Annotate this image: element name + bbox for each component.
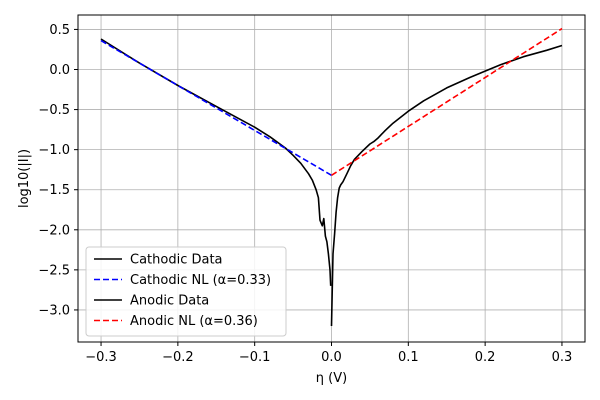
series-line-0 [100, 38, 332, 286]
y-tick-label: −2.0 [38, 223, 70, 238]
y-axis: 0.5 0.0 −0.5 −1.0 −1.5 −2.0 −2.5 −3.0 [38, 23, 78, 318]
x-tick-label: −0.1 [239, 350, 271, 365]
x-tick-label: −0.2 [162, 350, 194, 365]
y-tick-label: −2.5 [38, 263, 70, 278]
legend-label: Anodic NL (α=0.36) [130, 314, 258, 329]
legend: Cathodic Data Cathodic NL (α=0.33) Anodic … [85, 246, 287, 337]
y-tick-label: −1.0 [38, 143, 70, 158]
x-axis: −0.3 −0.2 −0.1 0.0 0.1 0.2 0.3 [85, 342, 572, 365]
x-tick-label: 0.2 [475, 350, 496, 365]
x-tick-label: 0.1 [398, 350, 419, 365]
legend-box [85, 246, 287, 337]
y-tick-label: −1.5 [38, 183, 70, 198]
series-line-3 [331, 27, 563, 176]
grid [78, 15, 585, 342]
legend-label: Anodic Data [130, 294, 209, 309]
x-tick-label: 0.3 [552, 350, 573, 365]
y-tick-label: 0.0 [49, 63, 70, 78]
y-tick-label: 0.5 [49, 23, 70, 38]
series-line-2 [330, 44, 563, 327]
series-layer [100, 27, 563, 327]
legend-label: Cathodic NL (α=0.33) [130, 273, 271, 288]
x-axis-label: η (V) [316, 371, 347, 386]
y-axis-label: log10(|I|) [17, 149, 32, 208]
y-tick-label: −0.5 [38, 103, 70, 118]
x-tick-label: 0.0 [321, 350, 342, 365]
y-tick-label: −3.0 [38, 303, 70, 318]
x-tick-label: −0.3 [85, 350, 117, 365]
legend-label: Cathodic Data [130, 253, 223, 268]
